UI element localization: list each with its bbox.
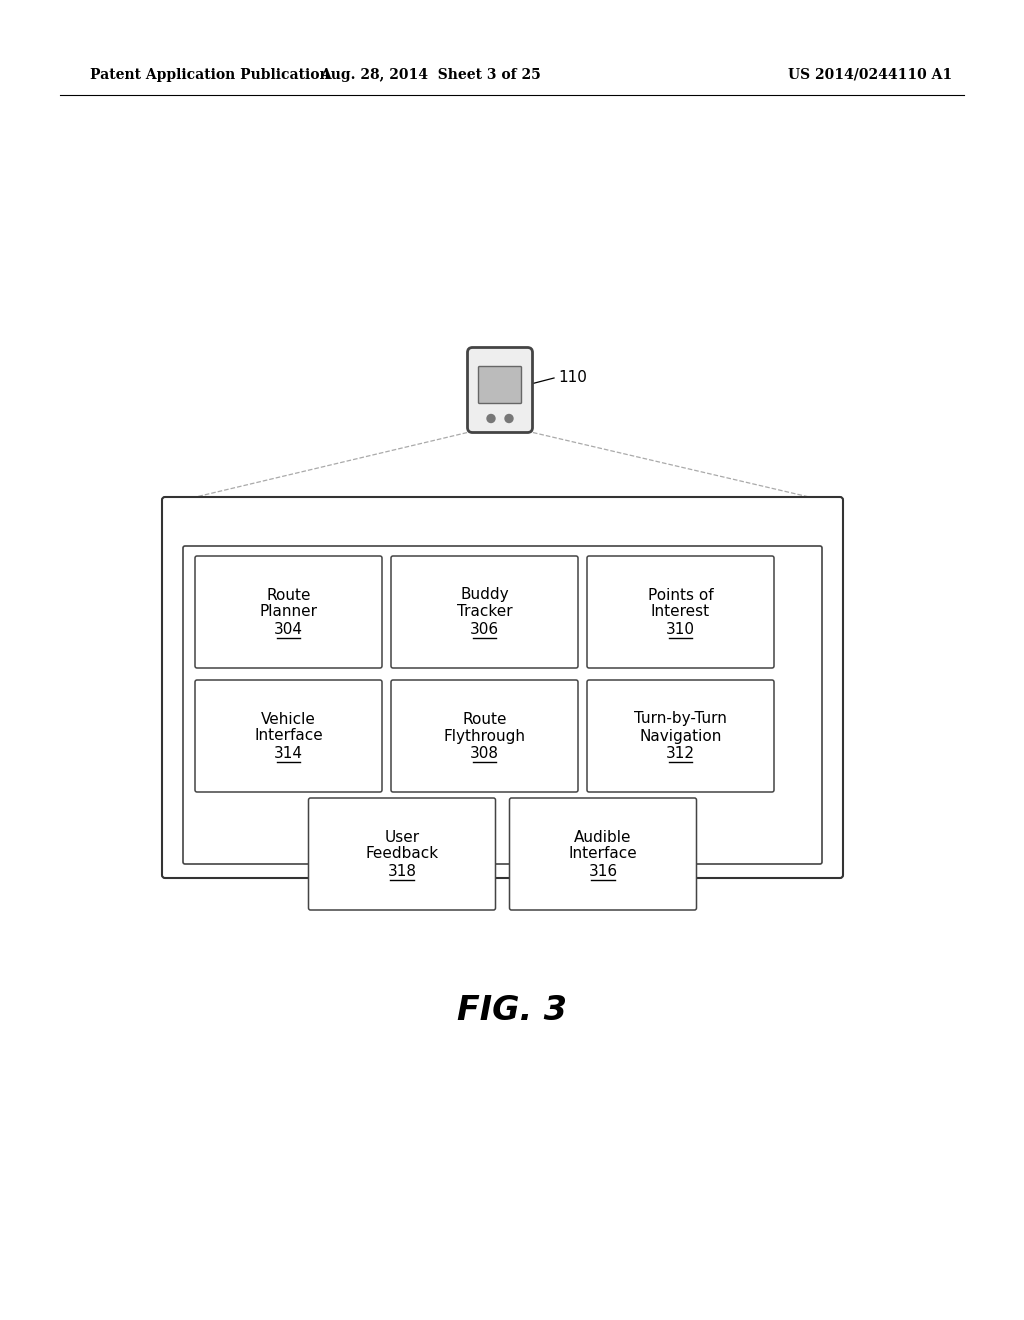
Text: Interface: Interface: [254, 729, 323, 743]
Text: US 2014/0244110 A1: US 2014/0244110 A1: [787, 69, 952, 82]
FancyBboxPatch shape: [195, 680, 382, 792]
Text: Vehicle: Vehicle: [261, 711, 316, 726]
Text: Memory: Memory: [415, 519, 494, 537]
Text: Tracker: Tracker: [457, 605, 512, 619]
Text: 316: 316: [589, 863, 617, 879]
Text: Audible: Audible: [574, 829, 632, 845]
Text: Planner: Planner: [259, 605, 317, 619]
Text: Feedback: Feedback: [366, 846, 438, 862]
Text: User: User: [384, 829, 420, 845]
Text: Buddy: Buddy: [460, 587, 509, 602]
Text: Interest: Interest: [651, 605, 710, 619]
Text: Interface: Interface: [568, 846, 637, 862]
Text: Route: Route: [266, 587, 310, 602]
Text: 308: 308: [470, 746, 499, 760]
Text: 300: 300: [219, 520, 248, 536]
Text: Navigation: Navigation: [639, 729, 722, 743]
FancyBboxPatch shape: [183, 546, 822, 865]
Text: Flythrough: Flythrough: [443, 729, 525, 743]
FancyBboxPatch shape: [391, 680, 578, 792]
FancyBboxPatch shape: [478, 367, 521, 404]
Text: Turn-by-Turn: Turn-by-Turn: [634, 711, 727, 726]
Text: 314: 314: [274, 746, 303, 760]
FancyBboxPatch shape: [510, 799, 696, 909]
FancyBboxPatch shape: [587, 680, 774, 792]
FancyBboxPatch shape: [195, 556, 382, 668]
Text: Aug. 28, 2014  Sheet 3 of 25: Aug. 28, 2014 Sheet 3 of 25: [319, 69, 541, 82]
Text: 306: 306: [470, 622, 499, 636]
Text: 310: 310: [666, 622, 695, 636]
Text: 302: 302: [497, 519, 531, 537]
FancyBboxPatch shape: [468, 347, 532, 433]
Text: 304: 304: [274, 622, 303, 636]
FancyBboxPatch shape: [587, 556, 774, 668]
FancyBboxPatch shape: [162, 498, 843, 878]
FancyBboxPatch shape: [391, 556, 578, 668]
FancyBboxPatch shape: [308, 799, 496, 909]
Text: Route: Route: [462, 711, 507, 726]
Text: 318: 318: [387, 863, 417, 879]
Text: 312: 312: [666, 746, 695, 760]
Circle shape: [487, 414, 495, 422]
Circle shape: [505, 414, 513, 422]
Text: Points of: Points of: [648, 587, 714, 602]
Text: 110: 110: [558, 371, 587, 385]
Text: Patent Application Publication: Patent Application Publication: [90, 69, 330, 82]
Text: FIG. 3: FIG. 3: [457, 994, 567, 1027]
